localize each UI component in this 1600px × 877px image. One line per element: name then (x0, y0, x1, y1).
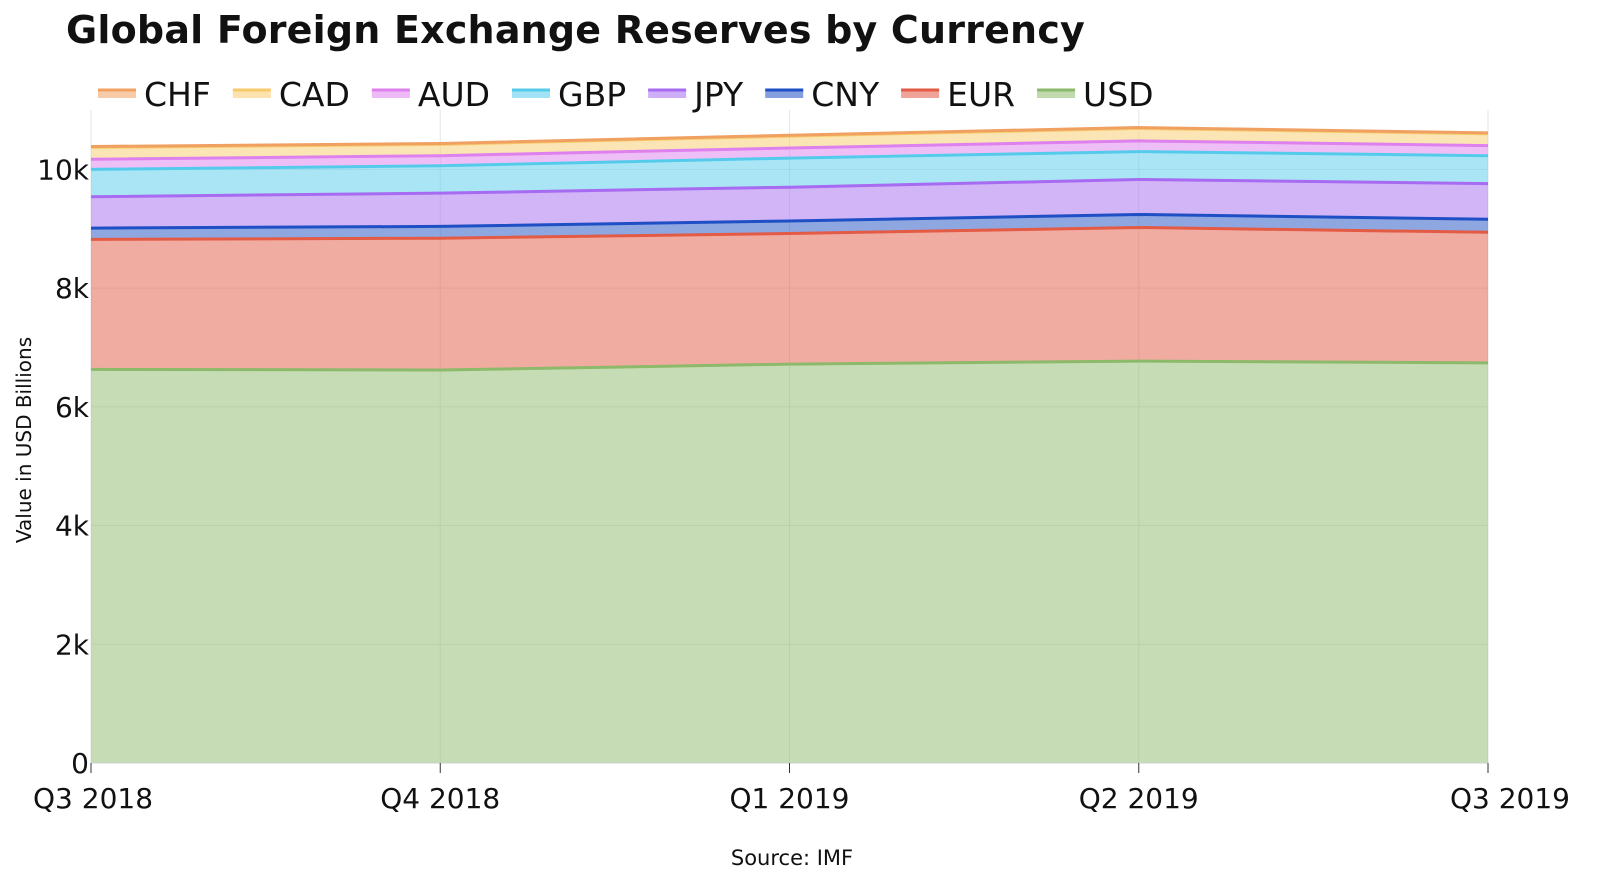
x-tick-label: Q3 2018 (33, 782, 153, 815)
legend-swatch-area (512, 90, 551, 98)
area-cad (91, 128, 1488, 160)
legend-label: CNY (811, 75, 880, 114)
x-tick-label: Q3 2019 (1450, 782, 1570, 815)
legend-swatch-area (1037, 90, 1076, 98)
area-aud (91, 140, 1488, 170)
legend-label: CHF (144, 75, 211, 114)
area-usd (91, 361, 1488, 763)
line-chf (90, 126, 1489, 148)
legend-item-cny[interactable]: CNY (765, 75, 880, 114)
chart-title: Global Foreign Exchange Reserves by Curr… (66, 8, 1086, 52)
area-eur (91, 227, 1488, 370)
line-eur (90, 226, 1489, 241)
legend-label: JPY (692, 75, 744, 114)
legend-swatch-area (98, 90, 136, 98)
legend-item-chf[interactable]: CHF (98, 75, 211, 114)
y-axis-title: Value in USD Billions (12, 337, 36, 543)
y-tick-label: 10k (37, 153, 90, 186)
legend-label: EUR (947, 75, 1015, 114)
x-tick-label: Q2 2019 (1079, 782, 1199, 815)
legend-swatch-area (371, 90, 410, 98)
legend-swatch-area (648, 90, 687, 98)
y-tick-label: 2k (55, 628, 90, 661)
x-axis: Q3 2018 Q4 2018 Q1 2019 Q2 2019 Q3 2019 (33, 762, 1570, 815)
line-jpy (90, 178, 1489, 199)
legend-item-gbp[interactable]: GBP (512, 75, 626, 114)
legend-swatch-area (232, 90, 271, 98)
legend-item-cad[interactable]: CAD (232, 75, 350, 114)
legend-item-jpy[interactable]: JPY (648, 75, 744, 114)
legend-item-eur[interactable]: EUR (901, 75, 1015, 114)
legend-label: USD (1083, 75, 1154, 114)
legend-swatch-area (901, 90, 940, 98)
source-note: Source: IMF (731, 846, 853, 870)
legend-item-aud[interactable]: AUD (371, 75, 490, 114)
y-axis: 0 2k 4k 6k 8k 10k (37, 153, 90, 780)
stacked-areas (91, 127, 1488, 763)
legend-label: GBP (558, 75, 626, 114)
line-usd (90, 359, 1489, 372)
y-tick-label: 6k (55, 391, 90, 424)
legend-item-usd[interactable]: USD (1037, 75, 1154, 114)
series-lines (90, 126, 1489, 372)
legend-swatch-area (765, 90, 804, 98)
x-tick-label: Q4 2018 (380, 782, 500, 815)
area-gbp (91, 151, 1488, 197)
x-tick-label: Q1 2019 (729, 782, 849, 815)
y-tick-label: 8k (55, 272, 90, 305)
line-gbp (90, 150, 1489, 171)
legend: CHF CAD AUD GBP JPY CNY EUR USD (98, 75, 1154, 114)
line-aud (90, 139, 1489, 161)
legend-label: CAD (279, 75, 350, 114)
area-jpy (91, 179, 1488, 229)
area-cny (91, 214, 1488, 240)
y-tick-label: 0 (71, 747, 89, 780)
legend-label: AUD (418, 75, 490, 114)
line-cny (90, 213, 1489, 230)
y-tick-label: 4k (55, 510, 90, 543)
